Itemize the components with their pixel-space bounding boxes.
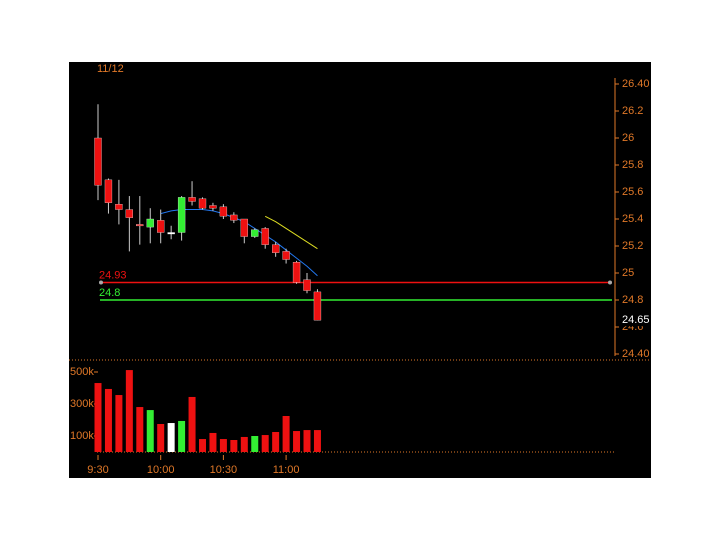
volume-bar <box>188 396 196 452</box>
volume-bar <box>167 423 175 452</box>
candle-body <box>177 197 186 233</box>
volume-bar <box>199 439 206 452</box>
y-tick-label: 26.2 <box>622 105 643 117</box>
volume-bar <box>125 370 133 452</box>
volume-tick-label: 500k <box>70 366 94 378</box>
y-tick-label: 25.8 <box>622 159 643 171</box>
level-label: 24.93 <box>99 269 127 281</box>
level-handle <box>608 280 612 285</box>
candle-body <box>157 220 165 233</box>
volume-bar <box>303 430 311 452</box>
y-tick-label: 25.2 <box>622 240 643 252</box>
volume-bar <box>94 383 102 452</box>
y-tick-label: 26 <box>622 132 634 144</box>
overlay-line <box>264 215 318 250</box>
candle-body <box>167 232 175 235</box>
volume-bar <box>209 432 217 452</box>
y-tick-label: 24.40 <box>622 348 650 360</box>
candle-body <box>240 218 248 237</box>
volume-bar <box>115 395 123 452</box>
candle-body <box>313 291 322 321</box>
x-tick-label: 11:00 <box>273 464 300 476</box>
x-tick-label: 10:00 <box>147 464 175 476</box>
y-tick-label: 25.6 <box>622 186 643 198</box>
volume-tick-label: 300k <box>70 398 94 410</box>
candle-body <box>136 224 144 227</box>
candle-body <box>292 262 301 283</box>
candle-body <box>261 228 269 245</box>
volume-bar <box>293 431 301 452</box>
volume-bar <box>313 430 321 452</box>
candle-body <box>209 205 217 209</box>
candle-body <box>115 203 123 210</box>
y-tick-label: 25 <box>622 267 634 279</box>
candle-body <box>94 137 102 186</box>
candle-body <box>104 179 113 203</box>
chart-background <box>69 62 651 478</box>
volume-bar <box>282 416 290 452</box>
candle-body <box>282 251 290 260</box>
volume-bar <box>272 432 280 452</box>
last-price-label: 24.65 <box>622 314 650 326</box>
candle-body <box>251 229 259 237</box>
candle-body <box>188 197 196 202</box>
candle-body <box>219 206 228 217</box>
volume-bar <box>240 436 248 452</box>
level-handle <box>99 280 103 285</box>
candle-body <box>303 279 311 291</box>
volume-bar <box>157 424 165 452</box>
last-price-box <box>619 314 651 327</box>
candle-body <box>125 209 133 218</box>
volume-bar <box>104 388 112 452</box>
volume-bar <box>261 435 269 452</box>
x-tick-label: 9:30 <box>87 464 108 476</box>
x-tick-label: 10:30 <box>210 464 238 476</box>
candle-body <box>271 244 280 253</box>
level-label: 24.8 <box>99 287 120 299</box>
candle-body <box>198 198 207 209</box>
volume-bar <box>219 439 227 452</box>
volume-bar <box>251 436 259 452</box>
date-label: 11/12 <box>97 63 124 75</box>
volume-bar <box>178 420 186 452</box>
volume-bar <box>136 407 144 452</box>
y-tick-label: 24.8 <box>622 294 643 306</box>
overlay-line <box>160 209 318 277</box>
candle-body <box>230 214 238 221</box>
candle-body <box>146 218 154 228</box>
volume-bar <box>146 410 154 452</box>
y-tick-label: 25.4 <box>622 213 643 225</box>
volume-bar <box>230 440 238 452</box>
volume-tick-label: 100k <box>70 430 94 442</box>
y-tick-label: 26.40 <box>622 78 650 90</box>
